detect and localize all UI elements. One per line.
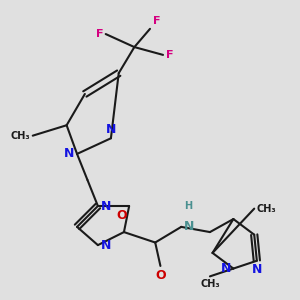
Text: CH₃: CH₃ xyxy=(200,279,220,289)
Text: N: N xyxy=(64,147,74,161)
Text: H: H xyxy=(184,201,192,211)
Text: N: N xyxy=(106,123,116,136)
Text: F: F xyxy=(153,16,160,26)
Text: N: N xyxy=(184,220,194,233)
Text: CH₃: CH₃ xyxy=(257,204,277,214)
Text: N: N xyxy=(100,200,111,212)
Text: O: O xyxy=(116,208,127,222)
Text: F: F xyxy=(96,29,103,39)
Text: N: N xyxy=(252,263,262,276)
Text: N: N xyxy=(100,238,111,252)
Text: N: N xyxy=(220,262,231,275)
Text: O: O xyxy=(155,268,166,282)
Text: CH₃: CH₃ xyxy=(11,131,30,141)
Text: F: F xyxy=(166,50,173,60)
